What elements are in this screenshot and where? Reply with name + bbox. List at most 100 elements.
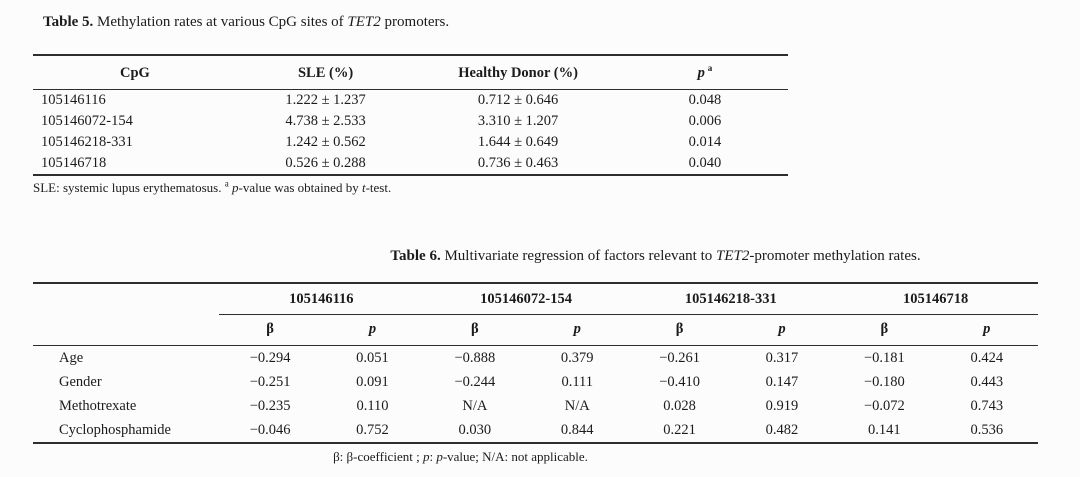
p-cell: 0.111 <box>561 374 594 390</box>
table-row: 105146072-154 4.738 ± 2.533 3.310 ± 1.20… <box>33 111 788 132</box>
sle-value-cell: 1.222 ± 1.237 <box>285 92 366 108</box>
factor-label-cell: Age <box>59 350 84 366</box>
beta-cell: 0.221 <box>663 422 696 438</box>
p-cell: 0.379 <box>560 350 594 366</box>
p-cell: 0.091 <box>356 374 389 390</box>
p-header: p <box>526 314 629 346</box>
p-cell: 0.443 <box>970 374 1004 390</box>
p-cell: 0.317 <box>765 350 799 366</box>
table-row: 105146116 1.222 ± 1.237 0.712 ± 0.646 0.… <box>33 90 788 112</box>
p-value-cell: 0.014 <box>688 134 722 150</box>
p-header: p <box>730 314 834 346</box>
table6-group-header: 105146218-331 <box>628 283 834 315</box>
table-row: 105146218-331 1.242 ± 0.562 1.644 ± 0.64… <box>33 132 788 153</box>
footnote-marker: a <box>707 63 713 74</box>
table5-header-p: p a <box>621 55 788 90</box>
table6-subheader-empty <box>33 314 219 346</box>
p-value-cell: 0.048 <box>688 92 722 108</box>
table6: 105146116 105146072-154 105146218-331 10… <box>33 282 1038 444</box>
p-symbol: p <box>231 180 239 195</box>
footnote-text: -value was obtained by <box>238 180 359 195</box>
beta-cell: −0.410 <box>659 374 701 390</box>
table6-group-header: 105146718 <box>833 283 1038 315</box>
p-cell: 0.147 <box>765 374 799 390</box>
p-cell: 0.110 <box>356 398 389 414</box>
footnote-text-end: -value; N/A: not applicable. <box>442 449 588 464</box>
table-row: Cyclophosphamide −0.046 0.752 0.030 0.84… <box>33 418 1038 443</box>
p-symbol: p <box>422 449 430 464</box>
table5-section: Table 5. Methylation rates at various Cp… <box>33 12 788 196</box>
beta-cell: 0.028 <box>663 398 696 414</box>
table6-group-header-row: 105146116 105146072-154 105146218-331 10… <box>33 283 1038 315</box>
beta-cell: −0.181 <box>863 350 905 366</box>
factor-label-cell: Cyclophosphamide <box>59 422 171 438</box>
cpg-site-cell: 105146072-154 <box>41 113 133 129</box>
factor-label-cell: Methotrexate <box>59 398 137 414</box>
beta-cell: −0.251 <box>249 374 291 390</box>
table5-caption-label: Table 5. <box>43 14 94 30</box>
healthy-donor-value-cell: 0.712 ± 0.646 <box>477 92 559 108</box>
beta-cell: −0.072 <box>863 398 905 414</box>
table5-caption-post: promoters. <box>384 14 450 30</box>
footnote-colon: : <box>429 449 434 464</box>
beta-cell: 0.030 <box>458 422 492 438</box>
beta-cell: −0.888 <box>454 350 496 366</box>
footnote-abbrev: SLE: systemic lupus erythematosus. <box>33 180 222 195</box>
table5-header-cpg: CpG <box>33 55 237 90</box>
table6-caption-gene: TET2 <box>716 248 750 264</box>
factor-label-cell: Gender <box>59 374 102 390</box>
table6-group-header: 105146116 <box>218 283 424 315</box>
p-cell: 0.919 <box>765 398 799 414</box>
table5-caption-gene: TET2 <box>347 14 381 30</box>
footnote-text-end: -test. <box>365 180 392 195</box>
beta-cell: 0.141 <box>868 422 901 438</box>
p-cell: 0.844 <box>560 422 594 438</box>
table6-footnote: β: β-coefficient ; p: p-value; N/A: not … <box>33 449 1038 465</box>
p-symbol: p <box>436 449 443 464</box>
p-value-cell: 0.040 <box>688 155 722 171</box>
table6-section: Table 6. Multivariate regression of fact… <box>33 246 1038 465</box>
table-row: Methotrexate −0.235 0.110 N/A N/A 0.028 … <box>33 394 1038 418</box>
p-symbol: p <box>697 65 705 81</box>
sle-value-cell: 1.242 ± 0.562 <box>285 134 366 150</box>
table5-footnote: SLE: systemic lupus erythematosus. a p-v… <box>33 178 788 196</box>
table5-header-sle: SLE (%) <box>236 55 415 90</box>
p-cell: 0.752 <box>356 422 389 438</box>
table-row: Gender −0.251 0.091 −0.244 0.111 −0.410 … <box>33 370 1038 394</box>
p-cell: 0.536 <box>970 422 1004 438</box>
table6-caption-text: Multivariate regression of factors relev… <box>444 248 713 264</box>
table6-caption: Table 6. Multivariate regression of fact… <box>33 246 1038 266</box>
table6-caption-post: -promoter methylation rates. <box>749 248 921 264</box>
beta-cell: −0.046 <box>249 422 291 438</box>
table5-caption-text: Methylation rates at various CpG sites o… <box>97 14 344 30</box>
p-value-cell: 0.006 <box>688 113 722 129</box>
sle-value-cell: 0.526 ± 0.288 <box>285 155 366 171</box>
table5: CpG SLE (%) Healthy Donor (%) p a 105146… <box>33 54 788 176</box>
p-cell: 0.743 <box>970 398 1004 414</box>
table5-caption: Table 5. Methylation rates at various Cp… <box>33 12 788 32</box>
table-row: 105146718 0.526 ± 0.288 0.736 ± 0.463 0.… <box>33 153 788 175</box>
beta-header: β <box>423 314 527 346</box>
table6-caption-label: Table 6. <box>390 248 441 264</box>
p-cell: 0.482 <box>765 422 799 438</box>
table6-corner-cell <box>33 283 219 315</box>
healthy-donor-value-cell: 0.736 ± 0.463 <box>477 155 559 171</box>
table-row: Age −0.294 0.051 −0.888 0.379 −0.261 0.3… <box>33 346 1038 371</box>
p-header: p <box>321 314 424 346</box>
footnote-marker: a <box>224 178 229 189</box>
table5-header-healthy-donor: Healthy Donor (%) <box>414 55 622 90</box>
beta-cell: −0.261 <box>659 350 701 366</box>
cpg-site-cell: 105146218-331 <box>41 134 133 150</box>
healthy-donor-value-cell: 3.310 ± 1.207 <box>477 113 559 129</box>
t-symbol: t <box>361 180 366 195</box>
cpg-site-cell: 105146718 <box>41 155 107 171</box>
p-cell: N/A <box>564 398 590 414</box>
cpg-site-cell: 105146116 <box>41 92 106 108</box>
beta-cell: −0.294 <box>249 350 291 366</box>
p-cell: 0.051 <box>356 350 389 366</box>
beta-header: β <box>628 314 731 346</box>
beta-header: β <box>833 314 936 346</box>
table6-group-header: 105146072-154 <box>423 283 629 315</box>
p-header: p <box>935 314 1038 346</box>
